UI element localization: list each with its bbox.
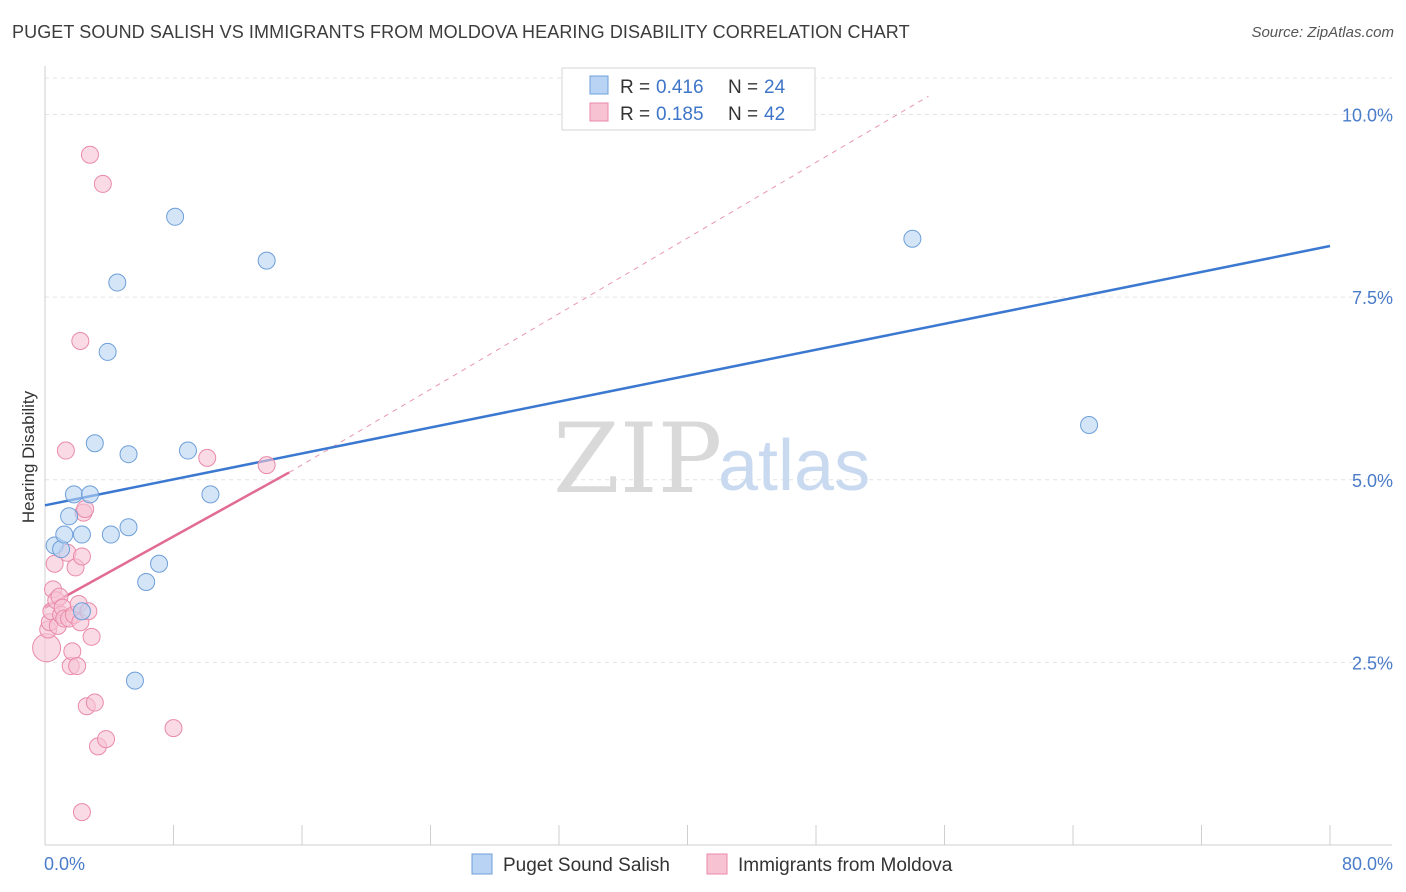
y-axis-label: Hearing Disability — [19, 390, 38, 523]
x-tick-labels: 0.0% 80.0% — [44, 854, 1393, 874]
point-salish-1 — [52, 540, 71, 559]
legend-r-label-1: R = — [620, 77, 650, 98]
source-label: Source: ZipAtlas.com — [1251, 24, 1394, 41]
legend-swatch-blue — [589, 75, 609, 95]
legend-n-label-1: N = — [728, 77, 758, 98]
watermark-atlas: atlas — [718, 426, 870, 506]
point-moldova-34 — [97, 730, 116, 749]
point-moldova-29 — [80, 145, 99, 164]
point-moldova-19 — [68, 657, 87, 676]
watermark-zip: ZIP — [553, 403, 722, 515]
point-moldova-22 — [72, 547, 91, 566]
y-tick-label-2: 7.5% — [1352, 288, 1393, 308]
point-moldova-24 — [72, 803, 91, 822]
point-salish-22 — [1080, 415, 1099, 434]
y-tick-labels: 2.5% 5.0% 7.5% 10.0% — [1342, 106, 1393, 674]
point-salish-11 — [108, 273, 127, 292]
bottom-legend-swatch-blue — [471, 853, 493, 875]
point-salish-2 — [55, 525, 74, 544]
point-moldova-12 — [56, 441, 75, 460]
legend-n-label-2: N = — [728, 104, 758, 125]
legend-r-label-2: R = — [620, 104, 650, 125]
point-moldova-31 — [85, 693, 104, 712]
point-salish-9 — [98, 342, 117, 361]
point-salish-17 — [166, 207, 185, 226]
point-salish-7 — [80, 485, 99, 504]
legend-n-value-2: 42 — [764, 104, 785, 125]
legend-n-value-1: 24 — [764, 77, 786, 98]
point-salish-12 — [119, 518, 138, 537]
x-tick-label-0: 0.0% — [44, 854, 85, 874]
point-salish-6 — [72, 602, 91, 621]
legend-swatch-pink — [589, 102, 609, 122]
point-salish-4 — [64, 485, 83, 504]
point-moldova-37 — [257, 456, 276, 475]
trend-lines — [44, 95, 1331, 609]
point-salish-14 — [125, 671, 144, 690]
point-salish-3 — [60, 507, 79, 526]
point-moldova-23 — [71, 331, 90, 350]
point-moldova-35 — [164, 719, 183, 738]
point-salish-5 — [72, 525, 91, 544]
bottom-legend: Puget Sound Salish Immigrants from Moldo… — [471, 853, 953, 876]
point-salish-15 — [137, 573, 156, 592]
point-salish-19 — [201, 485, 220, 504]
y-tick-label-1: 5.0% — [1352, 471, 1393, 491]
point-salish-16 — [150, 554, 169, 573]
x-tick-label-1: 80.0% — [1342, 854, 1393, 874]
trend-line-moldova — [44, 471, 290, 609]
point-moldova-33 — [93, 174, 112, 193]
y-tick-label-0: 2.5% — [1352, 653, 1393, 673]
data-points — [32, 145, 1099, 822]
trend-line-moldova-extended — [288, 95, 929, 473]
chart-title: PUGET SOUND SALISH VS IMMIGRANTS FROM MO… — [12, 22, 910, 42]
point-salish-10 — [101, 525, 120, 544]
axes — [44, 66, 1392, 846]
point-salish-8 — [85, 434, 104, 453]
bottom-legend-label-2: Immigrants from Moldova — [738, 855, 953, 876]
bottom-legend-label-1: Puget Sound Salish — [503, 855, 670, 876]
point-moldova-36 — [198, 448, 217, 467]
bottom-legend-swatch-pink — [706, 853, 728, 875]
legend-r-value-1: 0.416 — [656, 77, 704, 98]
point-moldova-30 — [82, 627, 101, 646]
point-salish-18 — [178, 441, 197, 460]
y-tick-label-3: 10.0% — [1342, 106, 1393, 126]
legend-r-value-2: 0.185 — [656, 104, 704, 125]
point-salish-13 — [119, 445, 138, 464]
point-salish-20 — [257, 251, 276, 270]
top-legend: R = 0.416 N = 24 R = 0.185 N = 42 — [561, 67, 816, 131]
point-salish-21 — [903, 229, 922, 248]
watermark: ZIP atlas — [553, 403, 870, 515]
